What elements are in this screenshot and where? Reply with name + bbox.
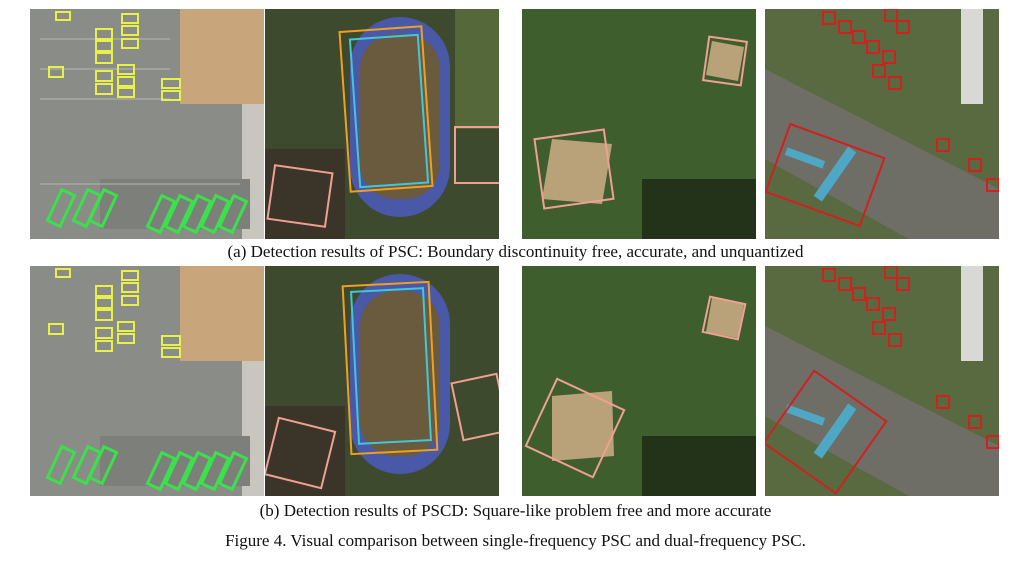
row-b-parking-lot-image <box>30 266 264 496</box>
row-a-parking-lot-image <box>30 9 264 239</box>
row-b-athletics-field-image <box>265 266 499 496</box>
row-b-baseball-diamond-image <box>522 266 756 496</box>
row-a-baseball-diamond-image <box>522 9 756 239</box>
row-b-caption: (b) Detection results of PSCD: Square-li… <box>259 501 772 520</box>
figure-caption: Figure 4. Visual comparison between sing… <box>225 531 806 550</box>
row-a-airport-image <box>765 9 999 239</box>
row-b-airport-image <box>765 266 999 496</box>
row-a-caption: (a) Detection results of PSC: Boundary d… <box>227 242 804 261</box>
row-a-athletics-field-image <box>265 9 499 239</box>
